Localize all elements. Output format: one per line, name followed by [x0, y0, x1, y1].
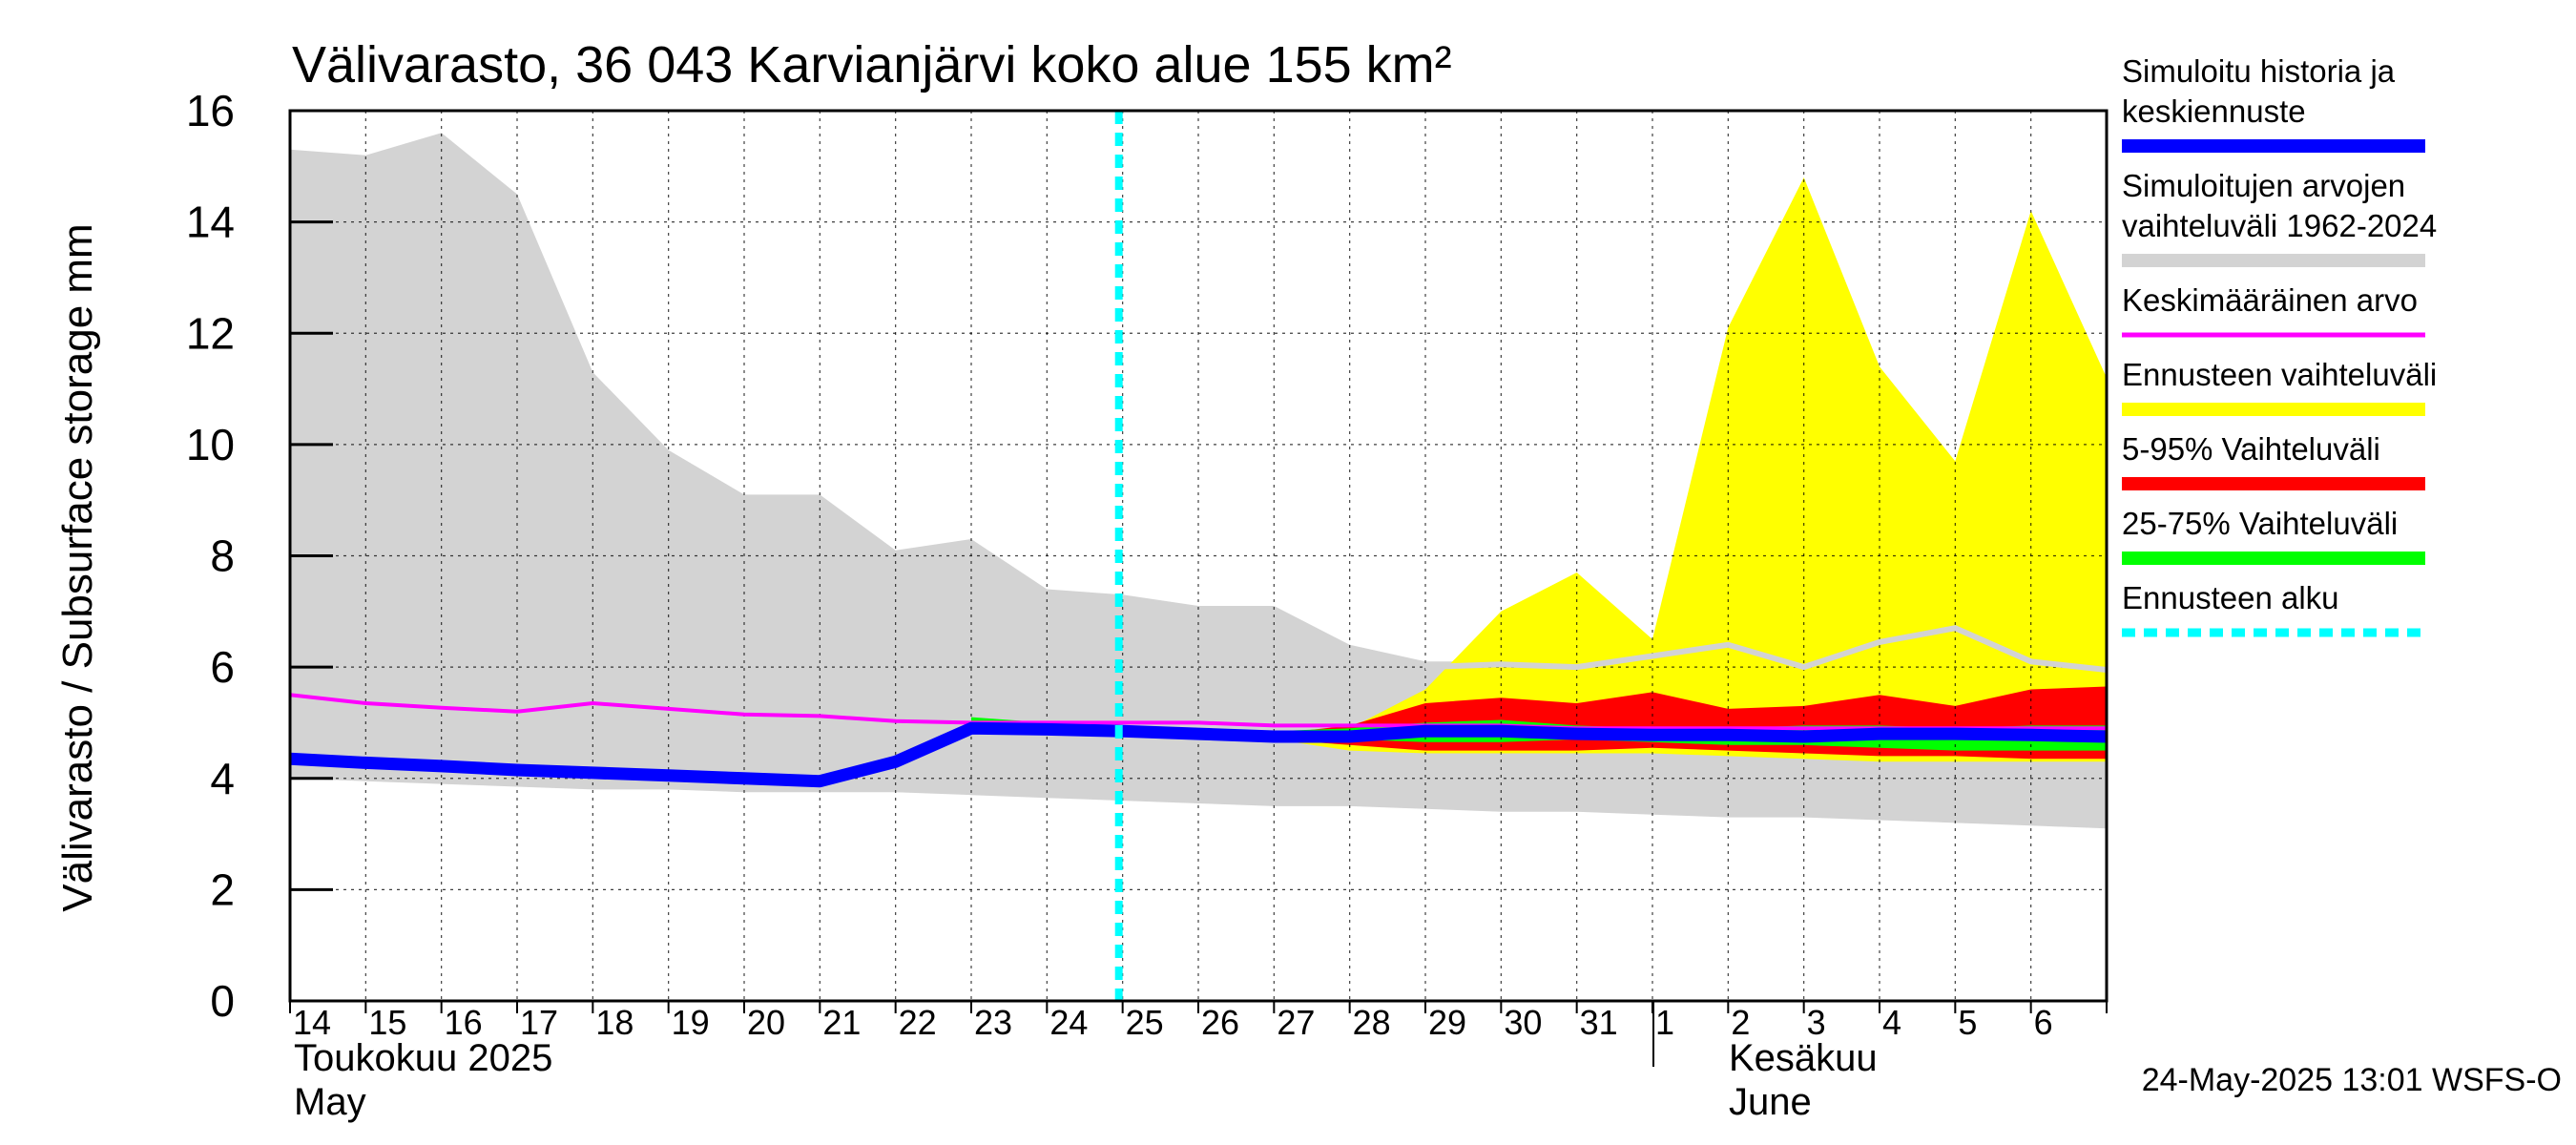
gridlines	[290, 111, 2107, 1001]
x-tick-label: 3	[1807, 1003, 1826, 1042]
month-label-may-en: May	[294, 1081, 366, 1123]
x-tick-label: 1	[1655, 1003, 1674, 1042]
legend-label: Simuloitu historia ja	[2122, 53, 2396, 89]
month-label-may-fi: Toukokuu 2025	[294, 1037, 552, 1079]
x-tick-label: 22	[899, 1003, 937, 1042]
x-tick-label: 21	[822, 1003, 861, 1042]
y-tick-label: 6	[210, 642, 235, 692]
x-tick-label: 14	[293, 1003, 331, 1042]
x-tick-label: 6	[2034, 1003, 2053, 1042]
x-tick-label: 17	[520, 1003, 558, 1042]
x-tick-label: 29	[1428, 1003, 1466, 1042]
y-axis-label: Välivarasto / Subsurface storage mm	[54, 223, 101, 911]
x-axis: 14 15 16 17 18 19 20 21 22 23 24 25 26 27 28 29 30 31 1 2 3 4…	[289, 1001, 2108, 1042]
y-tick-label: 10	[186, 420, 235, 469]
y-tick-label: 4	[210, 754, 235, 803]
month-label-june-fi: Kesäkuu	[1729, 1037, 1878, 1079]
y-tick-label: 0	[210, 976, 235, 1026]
x-tick-label: 30	[1504, 1003, 1542, 1042]
y-tick-label: 14	[186, 198, 235, 247]
historical-range-upper-line	[1424, 625, 2108, 673]
x-tick-label: 23	[974, 1003, 1012, 1042]
x-tick-label: 5	[1958, 1003, 1977, 1042]
x-tick-label: 27	[1277, 1003, 1315, 1042]
y-tick-label: 2	[210, 864, 235, 914]
legend-label: Ennusteen alku	[2122, 580, 2339, 615]
x-tick-label: 2	[1731, 1003, 1750, 1042]
chart-title: Välivarasto, 36 043 Karvianjärvi koko al…	[292, 36, 1452, 94]
x-tick-label: 25	[1126, 1003, 1164, 1042]
x-tick-label: 20	[747, 1003, 785, 1042]
legend-label: Simuloitujen arvojen	[2122, 168, 2405, 203]
legend-label: 25-75% Vaihteluväli	[2122, 506, 2398, 541]
x-tick-label: 15	[368, 1003, 406, 1042]
legend-label: Keskimääräinen arvo	[2122, 282, 2418, 318]
legend: Simuloitu historia ja keskiennuste Simuloi…	[2122, 53, 2437, 637]
legend-label: vaihteluväli 1962-2024	[2122, 208, 2437, 243]
y-tick-label: 12	[186, 308, 235, 358]
legend-label: Ennusteen vaihteluväli	[2122, 357, 2437, 392]
x-tick-label: 16	[445, 1003, 483, 1042]
y-axis: 0 2 4 6 8 10 12 14 16	[186, 86, 333, 1026]
x-tick-label: 18	[595, 1003, 634, 1042]
legend-label: 5-95% Vaihteluväli	[2122, 431, 2380, 467]
series-lines-layer	[289, 625, 2108, 788]
median-forecast-line	[289, 721, 2108, 788]
x-tick-label: 31	[1580, 1003, 1618, 1042]
x-tick-label: 24	[1049, 1003, 1088, 1042]
x-tick-label: 28	[1353, 1003, 1391, 1042]
forecast-range-layer	[1047, 177, 2107, 762]
timestamp: 24-May-2025 13:01 WSFS-O	[2142, 1062, 2562, 1098]
y-tick-label: 16	[186, 86, 235, 135]
x-tick-label: 4	[1882, 1003, 1901, 1042]
mean-line	[289, 693, 2107, 731]
legend-label: keskiennuste	[2122, 94, 2306, 129]
month-label-june-en: June	[1729, 1081, 1812, 1123]
forecast-range-area	[1047, 177, 2107, 762]
y-tick-label: 8	[210, 531, 235, 581]
x-tick-label: 19	[672, 1003, 710, 1042]
x-tick-label: 26	[1201, 1003, 1239, 1042]
